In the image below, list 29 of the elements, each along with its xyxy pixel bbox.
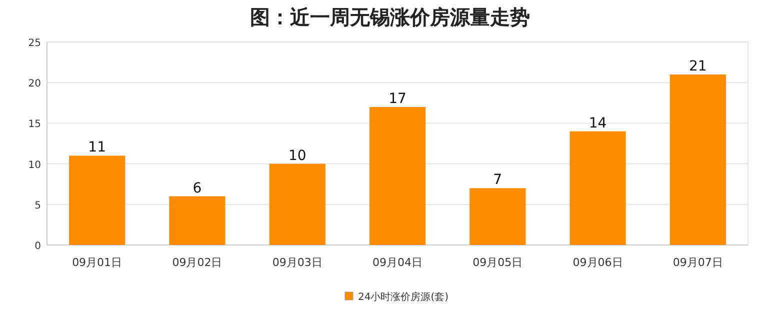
x-tick-label: 09月03日 [272, 256, 322, 269]
y-tick-label: 0 [34, 241, 41, 252]
data-label: 6 [192, 180, 202, 196]
bar [169, 196, 226, 245]
data-label: 11 [88, 140, 106, 156]
bar [470, 188, 526, 245]
bar [269, 164, 326, 245]
x-tick-label: 09月05日 [472, 256, 523, 269]
data-label: 14 [588, 115, 607, 132]
x-tick-label: 09月07日 [672, 256, 723, 269]
y-tick-label: 10 [28, 160, 41, 171]
data-label: 10 [288, 148, 306, 164]
x-tick-label: 09月02日 [172, 256, 222, 269]
y-tick-label: 25 [28, 38, 41, 49]
data-label: 7 [493, 172, 502, 188]
bar [570, 131, 626, 245]
x-tick-label: 09月06日 [572, 256, 623, 269]
y-tick-label: 15 [28, 119, 41, 130]
data-label: 21 [689, 58, 707, 74]
y-tick-label: 20 [28, 78, 41, 90]
bar [69, 156, 126, 245]
y-tick-label: 5 [34, 200, 41, 212]
x-tick-label: 09月01日 [72, 256, 122, 269]
data-label: 17 [388, 90, 406, 107]
chart-title: 图：近一周无锡涨价房源量走势 [250, 5, 530, 29]
bar [670, 74, 726, 245]
legend-label: 24小时涨价房源(套) [358, 291, 449, 303]
x-tick-label: 09月04日 [372, 256, 422, 269]
bar [369, 106, 426, 245]
